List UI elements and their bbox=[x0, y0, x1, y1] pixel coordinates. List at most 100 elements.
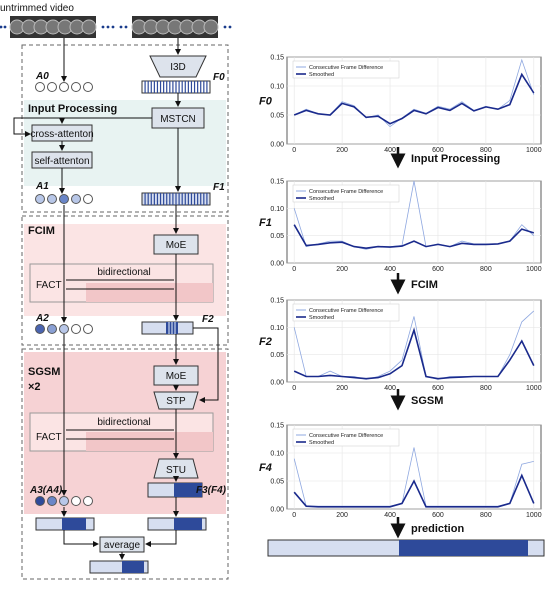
chart-3: 0.00 0.05 0.10 0.15 0 200 400 600 800 1000 Consecu… bbox=[259, 423, 542, 520]
chart-legend bbox=[292, 60, 400, 79]
x-tick-label: 800 bbox=[480, 512, 492, 519]
x-tick-label: 0 bbox=[292, 512, 296, 519]
y-tick-label: 0.15 bbox=[270, 298, 284, 305]
prediction-bar bbox=[267, 539, 545, 557]
i3d-block bbox=[149, 55, 207, 78]
average-label: average bbox=[104, 540, 141, 551]
x-tick-label: 200 bbox=[336, 147, 348, 154]
chart-legend bbox=[292, 184, 400, 203]
segment-bar-a bbox=[35, 517, 95, 531]
video-strip-left bbox=[9, 16, 97, 38]
i3d-label: I3D bbox=[170, 62, 186, 73]
x-tick-label: 200 bbox=[336, 512, 348, 519]
step-input-processing: Input Processing bbox=[411, 153, 500, 165]
feature-bar-f3 bbox=[147, 482, 203, 498]
y-tick-label: 0.00 bbox=[270, 142, 284, 149]
video-title: untrimmed video bbox=[0, 3, 74, 14]
y-tick-label: 0.00 bbox=[270, 261, 284, 268]
legend-entry: Smoothed bbox=[309, 315, 334, 321]
moe-label-sgsm: MoE bbox=[166, 371, 187, 382]
chart-1: 0.00 0.05 0.10 0.15 0 200 400 600 800 1000 Consecu… bbox=[259, 179, 542, 274]
sgsm-repeat: ×2 bbox=[28, 381, 41, 393]
y-tick-label: 0.10 bbox=[270, 451, 284, 458]
x-tick-label: 800 bbox=[480, 385, 492, 392]
x-tick-label: 400 bbox=[384, 266, 396, 273]
x-tick-label: 1000 bbox=[526, 147, 542, 154]
a3-circles bbox=[35, 496, 93, 506]
x-tick-label: 600 bbox=[432, 385, 444, 392]
step-prediction: prediction bbox=[411, 523, 464, 535]
input-processing-title: Input Processing bbox=[28, 103, 117, 115]
x-tick-label: 400 bbox=[384, 512, 396, 519]
cross-attention-label: cross-attenton bbox=[30, 129, 93, 140]
feature-bar-f1 bbox=[141, 192, 211, 206]
a0-circles bbox=[35, 82, 93, 92]
legend-entry: Smoothed bbox=[309, 72, 334, 78]
x-tick-label: 400 bbox=[384, 385, 396, 392]
chart-title: F1 bbox=[259, 217, 272, 229]
x-tick-label: 800 bbox=[480, 147, 492, 154]
self-attention-label: self-attenton bbox=[34, 156, 89, 167]
bidirectional-label-sgsm: bidirectional bbox=[97, 417, 150, 428]
y-tick-label: 0.00 bbox=[270, 507, 284, 514]
y-tick-label: 0.10 bbox=[270, 325, 284, 332]
x-tick-label: 1000 bbox=[526, 266, 542, 273]
mstcn-label: MSTCN bbox=[160, 114, 196, 125]
series-line-1 bbox=[293, 224, 535, 250]
sgsm-title: SGSM bbox=[28, 366, 60, 378]
legend-entry: Consecutive Frame Difference bbox=[309, 65, 383, 71]
legend-entry: Smoothed bbox=[309, 196, 334, 202]
legend-entry: Smoothed bbox=[309, 440, 334, 446]
fact-label-sgsm: FACT bbox=[36, 432, 62, 443]
chart-title: F4 bbox=[259, 462, 272, 474]
feature-bar-f0 bbox=[141, 80, 211, 94]
stu-block bbox=[153, 458, 199, 479]
stu-label: STU bbox=[166, 465, 186, 476]
a3-label: A3(A4) bbox=[29, 485, 63, 496]
chart-legend bbox=[292, 428, 400, 447]
a1-label: A1 bbox=[35, 181, 49, 192]
y-tick-label: 0.15 bbox=[270, 179, 284, 186]
y-tick-label: 0.05 bbox=[270, 233, 284, 240]
y-tick-label: 0.15 bbox=[270, 55, 284, 62]
x-tick-label: 600 bbox=[432, 512, 444, 519]
charts-panel: 0.00 0.05 0.10 0.15 0 200 400 600 800 1000 Consecu… bbox=[259, 55, 542, 520]
step-fcim: FCIM bbox=[411, 279, 438, 291]
chart-legend bbox=[292, 303, 400, 322]
x-tick-label: 1000 bbox=[526, 512, 542, 519]
a0-label: A0 bbox=[35, 71, 49, 82]
f3-label: F3(F4) bbox=[196, 485, 227, 496]
chart-2: 0.00 0.05 0.10 0.15 0 200 400 600 800 1000 Consecu… bbox=[259, 298, 542, 393]
fcim-title: FCIM bbox=[28, 225, 55, 237]
x-tick-label: 600 bbox=[432, 266, 444, 273]
segment-bar-final bbox=[89, 560, 149, 574]
legend-entry: Consecutive Frame Difference bbox=[309, 189, 383, 195]
video-strip-right bbox=[131, 16, 219, 38]
y-tick-label: 0.05 bbox=[270, 352, 284, 359]
moe-label-fcim: MoE bbox=[166, 240, 187, 251]
flow-arrows bbox=[13, 38, 219, 560]
f2-label: F2 bbox=[202, 314, 214, 325]
chart-0: 0.00 0.05 0.10 0.15 0 200 400 600 800 1000 Consecu… bbox=[259, 55, 542, 155]
step-sgsm: SGSM bbox=[411, 395, 443, 407]
a1-circles bbox=[35, 194, 93, 204]
fact-shade-sgsm bbox=[86, 432, 213, 451]
x-tick-label: 1000 bbox=[526, 385, 542, 392]
a2-circles bbox=[35, 324, 93, 334]
bidirectional-label-fcim: bidirectional bbox=[97, 267, 150, 278]
y-tick-label: 0.10 bbox=[270, 206, 284, 213]
fact-label-fcim: FACT bbox=[36, 280, 62, 291]
feature-bar-f2 bbox=[141, 321, 194, 335]
chart-title: F0 bbox=[259, 96, 273, 108]
stp-block bbox=[153, 391, 199, 410]
x-tick-label: 200 bbox=[336, 385, 348, 392]
input-processing-dashed-box bbox=[21, 44, 229, 213]
y-tick-label: 0.05 bbox=[270, 113, 284, 120]
chart-title: F2 bbox=[259, 336, 272, 348]
y-tick-label: 0.15 bbox=[270, 423, 284, 430]
stp-label: STP bbox=[166, 396, 186, 407]
x-tick-label: 0 bbox=[292, 266, 296, 273]
sgsm-dashed-box bbox=[21, 348, 229, 580]
series-line-1 bbox=[293, 72, 535, 125]
